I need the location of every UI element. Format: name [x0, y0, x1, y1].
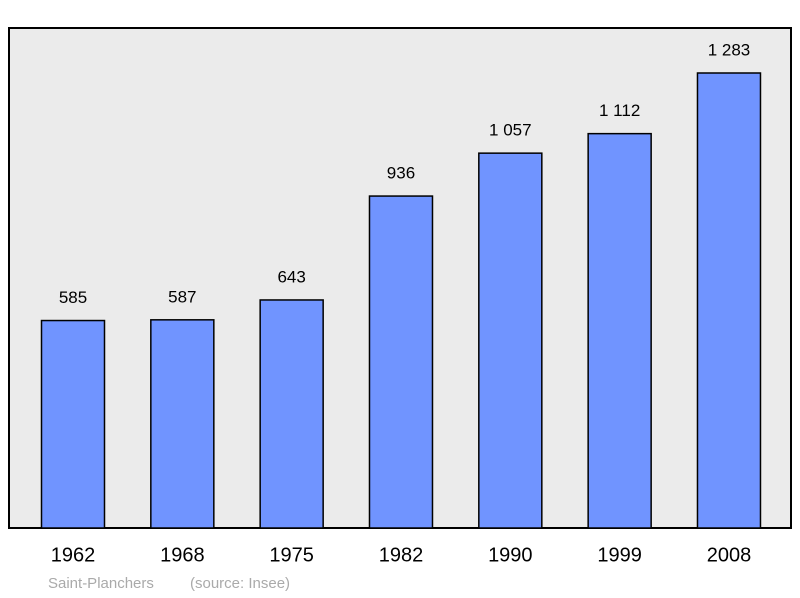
x-tick-label: 1975 — [269, 544, 314, 566]
x-tick-label: 1968 — [160, 544, 205, 566]
caption: Saint-Planchers — [48, 575, 154, 592]
source: (source: Insee) — [190, 575, 290, 592]
value-label: 1 112 — [599, 101, 640, 120]
value-label: 1 283 — [708, 40, 751, 59]
bar — [696, 72, 762, 529]
value-label: 585 — [59, 288, 87, 307]
value-label: 643 — [277, 267, 305, 286]
value-label: 1 057 — [489, 121, 532, 140]
bar — [478, 152, 543, 529]
x-tick-label: 1999 — [597, 544, 642, 566]
bar — [259, 299, 324, 529]
x-tick-label: 1982 — [379, 544, 424, 566]
bar — [150, 319, 215, 529]
x-tick-label: 2008 — [707, 544, 752, 566]
x-tick-label: 1962 — [51, 544, 96, 566]
x-tick-label: 1990 — [488, 544, 533, 566]
bar — [368, 195, 434, 529]
value-label: 587 — [168, 287, 196, 306]
value-label: 936 — [387, 164, 415, 183]
bar — [40, 319, 106, 529]
bar — [587, 132, 652, 529]
